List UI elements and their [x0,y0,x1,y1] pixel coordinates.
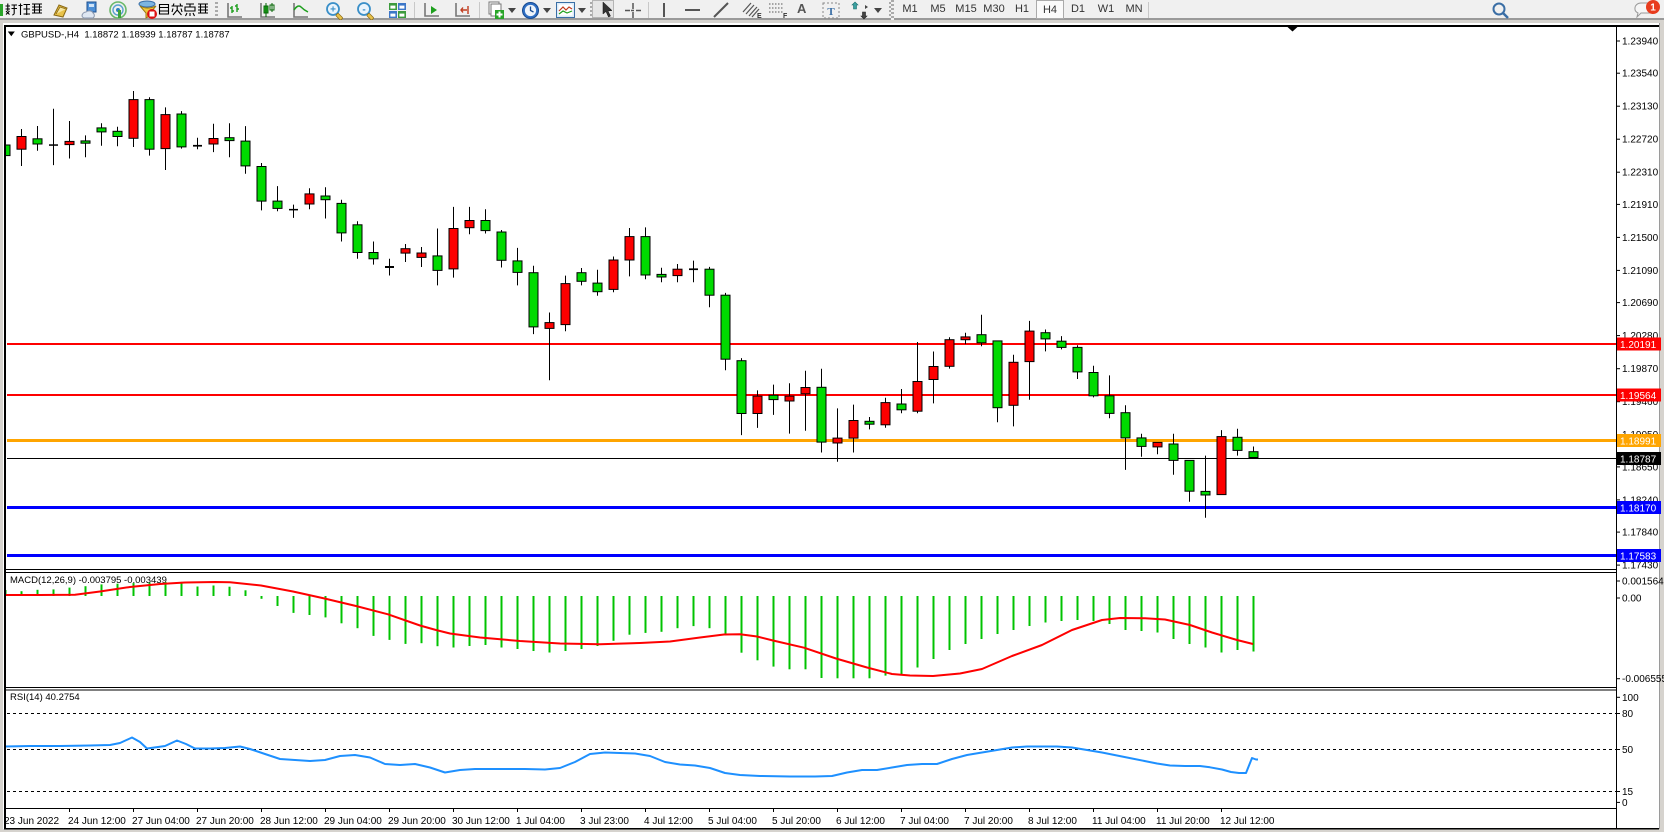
svg-text:27 Jun 20:00: 27 Jun 20:00 [196,816,254,827]
svg-text:5 Jul 04:00: 5 Jul 04:00 [708,816,757,827]
svg-text:1 Jul 04:00: 1 Jul 04:00 [516,816,565,827]
svg-text:1.19460: 1.19460 [1622,397,1659,408]
svg-text:4 Jul 12:00: 4 Jul 12:00 [644,816,693,827]
svg-text:23 Jun 2022: 23 Jun 2022 [4,816,59,827]
svg-text:5 Jul 20:00: 5 Jul 20:00 [772,816,821,827]
svg-text:7 Jul 20:00: 7 Jul 20:00 [964,816,1013,827]
svg-text:1.17430: 1.17430 [1622,561,1659,572]
svg-text:1.23130: 1.23130 [1622,102,1659,113]
svg-text:1.22720: 1.22720 [1622,135,1659,146]
svg-text:1.18240: 1.18240 [1622,495,1659,506]
svg-text:12 Jul 12:00: 12 Jul 12:00 [1220,816,1275,827]
svg-text:0.001564: 0.001564 [1622,577,1664,588]
svg-text:-0.006555: -0.006555 [1622,674,1664,685]
svg-text:24 Jun 12:00: 24 Jun 12:00 [68,816,126,827]
svg-text:E: E [757,13,762,20]
svg-text:1.21090: 1.21090 [1622,266,1659,277]
svg-text:1.17583: 1.17583 [1620,551,1657,562]
svg-text:-: - [362,5,365,16]
svg-text:8 Jul 12:00: 8 Jul 12:00 [1028,816,1077,827]
svg-text:50: 50 [1622,745,1634,756]
svg-text:1.18170: 1.18170 [1620,503,1657,514]
svg-text:1.21500: 1.21500 [1622,233,1659,244]
svg-text:28 Jun 12:00: 28 Jun 12:00 [260,816,318,827]
svg-text:1.20191: 1.20191 [1620,340,1657,351]
svg-text:+: + [330,5,336,16]
svg-text:29 Jun 04:00: 29 Jun 04:00 [324,816,382,827]
svg-text:RSI(14) 40.2754: RSI(14) 40.2754 [10,692,80,703]
svg-text:6 Jul 12:00: 6 Jul 12:00 [836,816,885,827]
svg-text:1.19870: 1.19870 [1622,364,1659,375]
svg-text:80: 80 [1622,709,1634,720]
svg-text:MACD(12,26,9) -0.003795 -0.003: MACD(12,26,9) -0.003795 -0.003439 [10,575,167,586]
svg-text:1.23540: 1.23540 [1622,69,1659,80]
svg-text:29 Jun 20:00: 29 Jun 20:00 [388,816,446,827]
svg-text:3 Jul 23:00: 3 Jul 23:00 [580,816,629,827]
svg-text:7 Jul 04:00: 7 Jul 04:00 [900,816,949,827]
svg-text:100: 100 [1622,693,1639,704]
svg-text:1.17840: 1.17840 [1622,528,1659,539]
svg-text:GBPUSD-,H4 1.18872 1.18939 1.: GBPUSD-,H4 1.18872 1.18939 1.18787 1.187… [21,30,230,41]
svg-text:1.18991: 1.18991 [1620,436,1657,447]
svg-text:1.19564: 1.19564 [1620,391,1657,402]
svg-text:0: 0 [1622,798,1628,809]
svg-text:1.20280: 1.20280 [1622,331,1659,342]
svg-text:1.18650: 1.18650 [1622,462,1659,473]
svg-text:11 Jul 04:00: 11 Jul 04:00 [1092,816,1146,827]
svg-text:1.22310: 1.22310 [1622,168,1659,179]
svg-text:27 Jun 04:00: 27 Jun 04:00 [132,816,190,827]
svg-text:1.18787: 1.18787 [1620,454,1657,465]
svg-text:11 Jul 20:00: 11 Jul 20:00 [1156,816,1210,827]
svg-text:1.23940: 1.23940 [1622,37,1659,48]
svg-text:F: F [783,13,788,20]
svg-text:1.20690: 1.20690 [1622,298,1659,309]
svg-text:1: 1 [1650,3,1656,14]
svg-text:0.00: 0.00 [1622,594,1642,605]
svg-text:T: T [827,6,835,18]
svg-text:30 Jun 12:00: 30 Jun 12:00 [452,816,510,827]
svg-text:15: 15 [1622,787,1634,798]
svg-text:1.21910: 1.21910 [1622,200,1659,211]
